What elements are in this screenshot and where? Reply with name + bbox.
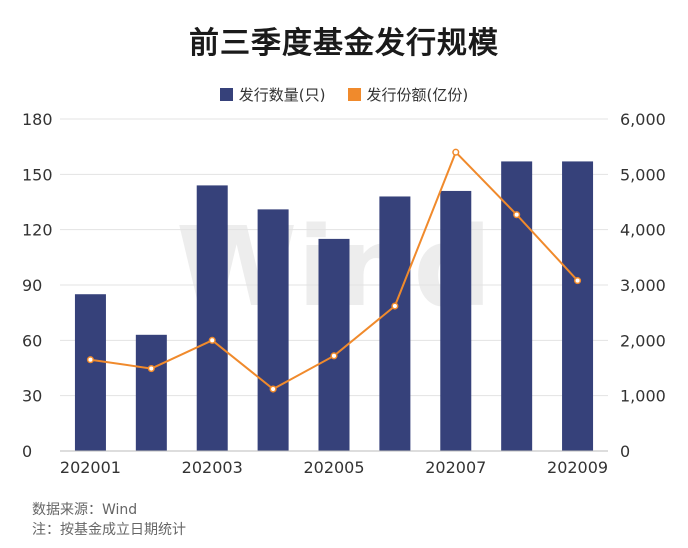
y-left-tick-label: 180 (22, 110, 53, 129)
y-right-tick-label: 4,000 (620, 221, 666, 240)
y-left-tick-label: 120 (22, 221, 53, 240)
bar (135, 334, 167, 451)
bar (440, 190, 472, 451)
legend-label-bar: 发行数量(只) (238, 86, 326, 104)
x-tick-label: 202009 (547, 458, 608, 477)
y-left-tick-label: 150 (22, 165, 53, 184)
y-right-tick-label: 3,000 (620, 276, 666, 295)
legend-item-bar: 发行数量(只) (219, 84, 326, 105)
footnote: 注：按基金成立日期统计 (32, 522, 186, 538)
bar (501, 161, 533, 451)
line-point (269, 385, 277, 393)
line-point (147, 365, 155, 373)
line-point (208, 336, 216, 344)
bar (74, 294, 106, 451)
y-right-tick-label: 5,000 (620, 165, 666, 184)
line-point (452, 148, 460, 156)
y-left-tick-label: 30 (22, 387, 42, 406)
legend-label-line: 发行份额(亿份) (366, 86, 469, 104)
line-point (86, 356, 94, 364)
y-right-tick-label: 2,000 (620, 331, 666, 350)
x-tick-label: 202003 (182, 458, 243, 477)
y-right-tick-label: 6,000 (620, 110, 666, 129)
bar (196, 185, 228, 451)
line-point (574, 277, 582, 285)
chart-title: 前三季度基金发行规模 (189, 26, 499, 61)
legend-item-line: 发行份额(亿份) (347, 84, 469, 105)
bar (562, 161, 594, 451)
bar (318, 238, 350, 451)
x-tick-label: 202001 (60, 458, 121, 477)
legend-swatch-bar (219, 88, 233, 101)
y-left-tick-label: 60 (22, 331, 42, 350)
x-tick-label: 202005 (303, 458, 364, 477)
y-left-tick-label: 0 (22, 442, 32, 461)
line-point (513, 211, 521, 219)
bar (257, 209, 289, 451)
x-tick-label: 202007 (425, 458, 486, 477)
y-left-tick-label: 90 (22, 276, 42, 295)
chart-legend: 发行数量(只) 发行份额(亿份) (0, 84, 688, 105)
line-point (330, 352, 338, 360)
y-right-tick-label: 1,000 (620, 387, 666, 406)
line-point (391, 302, 399, 310)
source-note: 数据来源：Wind (32, 502, 138, 518)
legend-swatch-line (347, 88, 361, 101)
y-right-tick-label: 0 (620, 442, 630, 461)
bar (379, 196, 411, 451)
